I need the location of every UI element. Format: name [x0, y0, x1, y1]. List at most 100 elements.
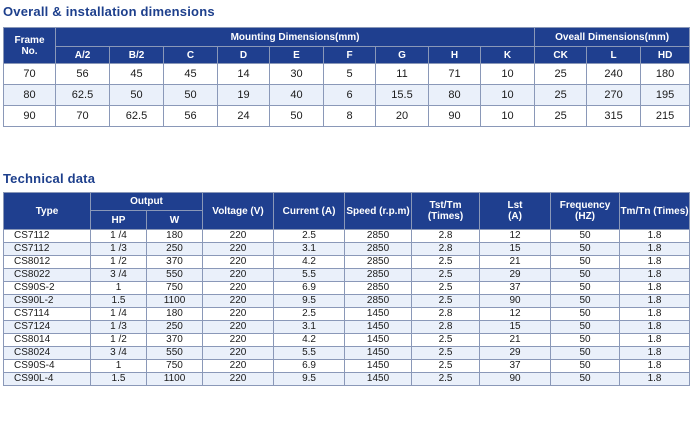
table-row: CS8014 1 /2 370 220 4.2 1450 2.5 21 50 1.8 — [3, 333, 691, 347]
spec-cell: 2.5 — [411, 346, 481, 360]
spec-cell: 12 — [479, 307, 552, 321]
spec-cell: 220 — [202, 294, 275, 308]
dimension-cell: 10 — [479, 84, 536, 106]
spec-cell: 550 — [145, 346, 204, 360]
spec-cell: 1.5 — [90, 294, 147, 308]
dimension-cell: 80 — [428, 84, 481, 106]
table-row: CS8024 3 /4 550 220 5.5 1450 2.5 29 50 1.8 — [3, 346, 691, 360]
hp-header: HP — [90, 210, 147, 230]
table-row: 70 56 45 45 14 30 5 11 71 10 25 240 180 — [3, 63, 691, 85]
spec-cell: 50 — [550, 281, 621, 295]
type-cell: CS7112 — [3, 242, 91, 256]
spec-cell: 4.2 — [273, 333, 346, 347]
spec-cell: 5.5 — [273, 268, 346, 282]
dimension-cell: 45 — [163, 63, 218, 85]
dimension-cell: 180 — [640, 63, 691, 85]
spec-cell: 1450 — [344, 346, 413, 360]
frame-no-cell: 90 — [3, 105, 56, 127]
dimension-cell: 25 — [534, 84, 588, 106]
dimension-cell: 20 — [375, 105, 429, 127]
dimension-column-header: L — [586, 46, 642, 64]
dimension-cell: 25 — [534, 63, 588, 85]
spec-cell: 3 /4 — [90, 346, 147, 360]
spec-cell: 1450 — [344, 307, 413, 321]
dimension-column-header: CK — [534, 46, 588, 64]
spec-cell: 1.8 — [619, 281, 691, 295]
type-cell: CS8022 — [3, 268, 91, 282]
dimension-cell: 50 — [163, 84, 218, 106]
type-cell: CS8014 — [3, 333, 91, 347]
spec-cell: 1 /3 — [90, 242, 147, 256]
frame-no-cell: 80 — [3, 84, 56, 106]
spec-cell: 1450 — [344, 320, 413, 334]
dimension-cell: 62.5 — [109, 105, 164, 127]
w-header: W — [145, 210, 204, 230]
spec-cell: 250 — [145, 242, 204, 256]
spec-cell: 1 /2 — [90, 255, 147, 269]
spec-cell: 2850 — [344, 268, 413, 282]
spec-cell: 1.8 — [619, 307, 691, 321]
dimension-cell: 8 — [323, 105, 376, 127]
spec-cell: 4.2 — [273, 255, 346, 269]
speed-header-text: Speed (r.p.m) — [346, 205, 410, 217]
dimension-cell: 40 — [269, 84, 324, 106]
dimension-cell: 195 — [640, 84, 691, 106]
dimension-cell: 315 — [586, 105, 642, 127]
dimension-cell: 24 — [217, 105, 270, 127]
type-cell: CS8024 — [3, 346, 91, 360]
dimension-column-header: A/2 — [55, 46, 110, 64]
table-row: CS90S-2 1 750 220 6.9 2850 2.5 37 50 1.8 — [3, 281, 691, 295]
spec-cell: 37 — [479, 359, 552, 373]
dimension-cell: 56 — [55, 63, 110, 85]
type-cell: CS90L-2 — [3, 294, 91, 308]
spec-cell: 220 — [202, 372, 275, 386]
spec-cell: 1450 — [344, 333, 413, 347]
spec-cell: 1450 — [344, 359, 413, 373]
spec-cell: 1100 — [145, 294, 204, 308]
spec-cell: 1.5 — [90, 372, 147, 386]
spec-cell: 1.8 — [619, 294, 691, 308]
current-header: Current (A) — [273, 192, 346, 230]
dimensions-section-title: Overall & installation dimensions — [3, 4, 215, 19]
spec-cell: 2.8 — [411, 242, 481, 256]
dimension-cell: 6 — [323, 84, 376, 106]
spec-cell: 2.8 — [411, 320, 481, 334]
dimension-cell: 5 — [323, 63, 376, 85]
spec-cell: 220 — [202, 320, 275, 334]
spec-cell: 21 — [479, 333, 552, 347]
spec-cell: 5.5 — [273, 346, 346, 360]
lst-header: Lst (A) — [479, 192, 552, 230]
table-row: 80 62.5 50 50 19 40 6 15.5 80 10 25 270 195 — [3, 84, 691, 106]
spec-cell: 1100 — [145, 372, 204, 386]
spec-cell: 50 — [550, 307, 621, 321]
spec-cell: 220 — [202, 229, 275, 243]
frequency-header-text: Frequency (HZ) — [559, 200, 611, 222]
dimension-cell: 50 — [269, 105, 324, 127]
spec-cell: 50 — [550, 294, 621, 308]
spec-cell: 2850 — [344, 281, 413, 295]
spec-cell: 1.8 — [619, 359, 691, 373]
spec-cell: 50 — [550, 320, 621, 334]
spec-cell: 550 — [145, 268, 204, 282]
spec-cell: 1 — [90, 359, 147, 373]
spec-cell: 2850 — [344, 294, 413, 308]
spec-cell: 2.5 — [411, 372, 481, 386]
spec-cell: 1.8 — [619, 255, 691, 269]
dimension-cell: 19 — [217, 84, 270, 106]
spec-cell: 3 /4 — [90, 268, 147, 282]
spec-cell: 50 — [550, 242, 621, 256]
dimension-cell: 240 — [586, 63, 642, 85]
dimension-cell: 10 — [479, 105, 536, 127]
type-cell: CS90S-2 — [3, 281, 91, 295]
tst-tm-header-text: Tst/Tm (Times) — [427, 200, 464, 222]
dimension-column-header: B/2 — [109, 46, 164, 64]
table-row: CS90S-4 1 750 220 6.9 1450 2.5 37 50 1.8 — [3, 359, 691, 373]
dimensions-table: Frame No. Mounting Dimensions(mm) Oveall… — [3, 27, 691, 127]
current-header-text: Current (A) — [282, 205, 336, 217]
spec-cell: 220 — [202, 333, 275, 347]
dimension-column-header: E — [269, 46, 324, 64]
spec-cell: 15 — [479, 320, 552, 334]
spec-cell: 50 — [550, 346, 621, 360]
dimension-column-header: C — [163, 46, 218, 64]
spec-cell: 370 — [145, 255, 204, 269]
